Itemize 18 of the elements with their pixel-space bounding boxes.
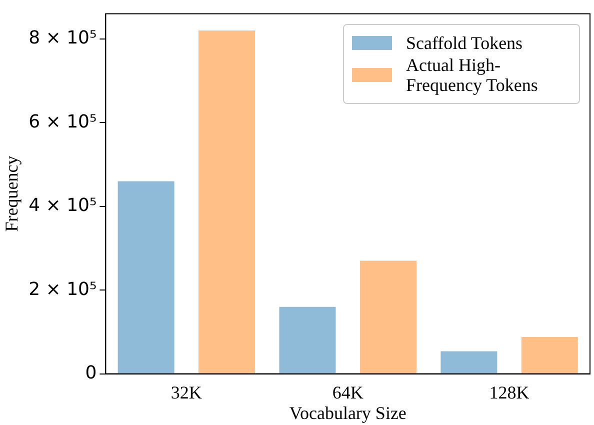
- x-tick-label: 32K: [170, 382, 202, 402]
- x-tick-label: 64K: [332, 382, 364, 402]
- y-axis-title: Frequency: [2, 156, 22, 232]
- y-tick-label: 0: [85, 362, 97, 384]
- legend-label: Scaffold Tokens: [406, 32, 524, 53]
- y-tick-label: 2 × 10⁵: [28, 278, 97, 300]
- bar: [521, 336, 578, 374]
- y-tick-label: 8 × 10⁵: [28, 28, 97, 49]
- bar: [440, 351, 498, 374]
- x-tick-label: 128K: [489, 382, 530, 402]
- bar: [118, 181, 174, 374]
- bar: [198, 30, 256, 374]
- y-tick-label: 6 × 10⁵: [28, 111, 97, 132]
- y-tick-label: 4 × 10⁵: [28, 195, 97, 216]
- legend-label: Actual High-Frequency Tokens: [406, 54, 539, 95]
- bar: [279, 306, 336, 374]
- x-axis-title: Vocabulary Size: [289, 402, 406, 423]
- bar: [360, 260, 416, 374]
